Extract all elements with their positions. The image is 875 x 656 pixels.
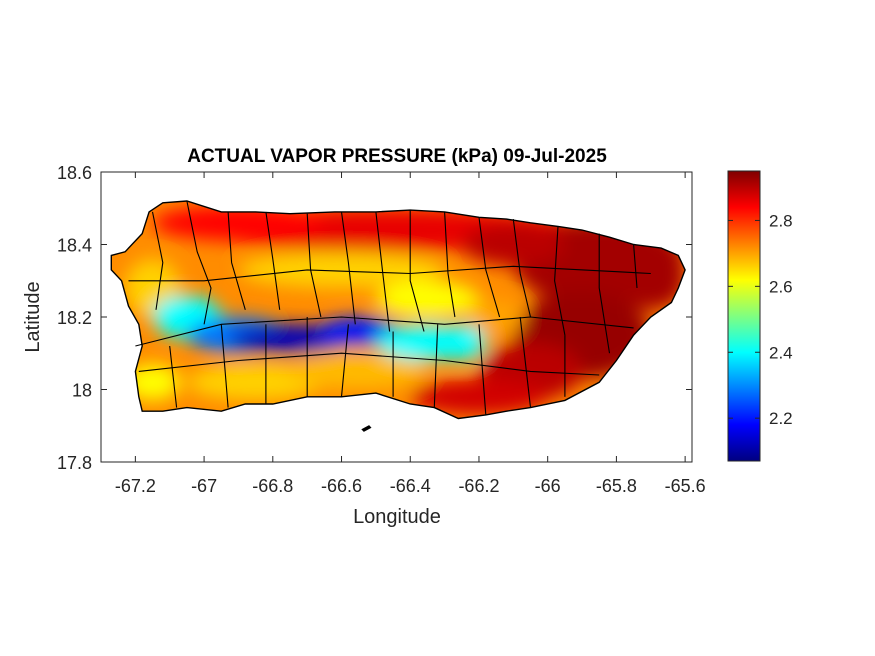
municipality-boundary [265, 211, 281, 310]
municipality-boundary [512, 219, 532, 318]
municipality-boundary [519, 316, 532, 408]
municipality-boundary [444, 211, 456, 318]
y-tick-label: 17.8 [57, 453, 92, 473]
x-tick-label: -67.2 [115, 476, 156, 496]
colorbar-ticks: 2.2 2.4 2.6 2.8 [728, 211, 793, 428]
colorbar [727, 170, 761, 462]
municipality-boundary [554, 226, 566, 336]
field-patch [186, 364, 325, 401]
colorbar-tick-label: 2.8 [769, 211, 793, 230]
municipality-boundary [478, 324, 487, 415]
municipality-boundary [375, 211, 391, 332]
field-patch [410, 378, 548, 415]
colorbar-tick-label: 2.4 [769, 343, 793, 362]
x-tick-label: -67 [191, 476, 217, 496]
x-tick-label: -65.6 [665, 476, 706, 496]
y-tick-label: 18.4 [57, 236, 92, 256]
municipality-boundary [409, 210, 425, 332]
island-coastline [110, 200, 686, 420]
x-tick-label: -66 [535, 476, 561, 496]
x-axis-label: Longitude [353, 506, 441, 528]
municipality-boundary [633, 244, 638, 289]
x-tick-label: -66.2 [458, 476, 499, 496]
municipality-boundaries [128, 200, 651, 415]
municipality-boundary [433, 324, 439, 408]
municipality-boundary [340, 211, 356, 325]
x-tick-label: -66.4 [390, 476, 431, 496]
municipality-boundary [151, 211, 164, 310]
municipality-boundary [186, 200, 212, 325]
y-tick-label: 18.2 [57, 308, 92, 328]
municipality-boundary [169, 345, 178, 408]
municipality-boundary [478, 217, 501, 318]
y-tick-label: 18 [72, 381, 92, 401]
field-patch [290, 353, 428, 390]
municipality-boundary [227, 211, 246, 310]
municipality-boundary [598, 233, 611, 354]
municipality-boundary [340, 324, 349, 397]
municipality-boundary [220, 324, 229, 408]
offshore-islet [361, 425, 372, 432]
map-title: ACTUAL VAPOR PRESSURE (kPa) 09-Jul-2025 [187, 146, 607, 167]
x-tick-label: -65.8 [596, 476, 637, 496]
y-tick-label: 18.6 [57, 163, 92, 183]
y-axis-label: Latitude [22, 281, 44, 352]
field-patch [461, 222, 565, 267]
x-tick-label: -66.8 [252, 476, 293, 496]
municipality-boundary [135, 316, 634, 347]
municipality-boundary [128, 265, 651, 282]
colorbar-tick-label: 2.2 [769, 409, 793, 428]
field-patch [238, 251, 445, 288]
field-patch [616, 251, 686, 310]
field-patch [468, 298, 524, 336]
x-axis-ticks: -67.2 -67 -66.8 -66.6 -66.4 -66.2 -66 -65.8 -65.… [115, 172, 706, 496]
field-patch [375, 280, 479, 317]
x-tick-label: -66.6 [321, 476, 362, 496]
y-axis-ticks: 17.8 18 18.2 18.4 18.6 [57, 163, 692, 473]
field-patch [437, 324, 486, 361]
colorbar-tick-label: 2.6 [769, 277, 793, 296]
